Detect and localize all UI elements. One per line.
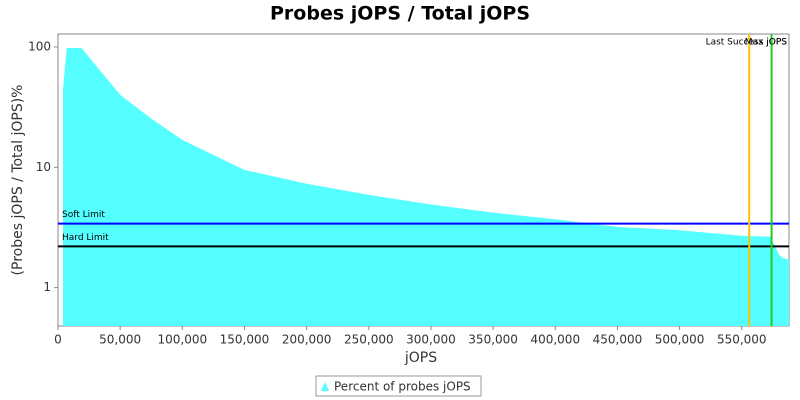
chart-title: Probes jOPS / Total jOPS: [270, 3, 530, 25]
y-tick-label: 1: [43, 280, 51, 294]
x-tick-label: 50,000: [99, 333, 141, 347]
marker-label: Last Success jOPS: [706, 38, 788, 48]
marker-label: Max jOPS: [745, 38, 787, 48]
x-tick-label: 450,000: [593, 333, 643, 347]
x-axis-label: jOPS: [404, 350, 437, 366]
y-axis-label: (Probes jOPS / Total jOPS)%: [10, 85, 26, 276]
x-tick-label: 250,000: [344, 333, 394, 347]
limit-label: Soft Limit: [62, 210, 105, 220]
x-tick-label: 350,000: [468, 333, 518, 347]
legend-marker: [321, 382, 329, 391]
legend-label: Percent of probes jOPS: [334, 380, 471, 394]
x-tick-label: 300,000: [406, 333, 456, 347]
x-tick-label: 100,000: [158, 333, 208, 347]
limit-label: Hard Limit: [62, 233, 109, 243]
x-tick-label: 550,000: [717, 333, 767, 347]
x-tick-label: 0: [54, 333, 62, 347]
y-tick-label: 100: [28, 39, 51, 53]
x-tick-label: 500,000: [655, 333, 705, 347]
area: [62, 47, 790, 326]
x-tick-label: 400,000: [530, 333, 580, 347]
x-tick-label: 200,000: [282, 333, 332, 347]
y-tick-label: 10: [36, 160, 51, 174]
x-tick-label: 150,000: [220, 333, 270, 347]
legend-box: [315, 375, 482, 397]
